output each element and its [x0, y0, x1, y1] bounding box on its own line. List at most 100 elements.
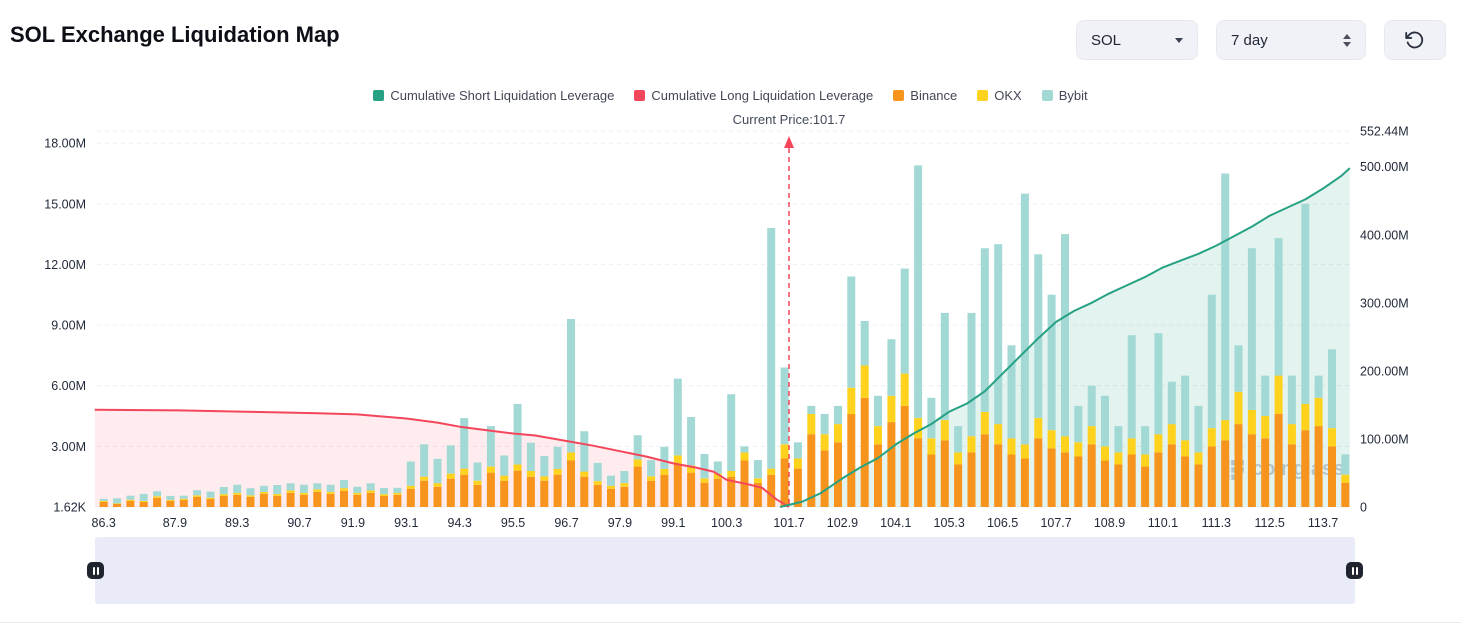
liquidation-bar[interactable] [353, 492, 362, 495]
liquidation-bar[interactable] [166, 495, 175, 500]
symbol-select[interactable]: SOL [1076, 20, 1198, 60]
liquidation-bar[interactable] [299, 484, 308, 493]
liquidation-bar[interactable] [366, 483, 375, 491]
liquidation-bar[interactable] [286, 492, 295, 507]
liquidation-bar[interactable] [500, 455, 509, 476]
liquidation-bar[interactable] [633, 435, 642, 460]
liquidation-bar[interactable] [914, 165, 923, 419]
legend-item-4[interactable]: Bybit [1041, 88, 1088, 103]
liquidation-bar[interactable] [767, 228, 776, 469]
liquidation-bar[interactable] [727, 476, 736, 507]
liquidation-bar[interactable] [219, 495, 228, 507]
liquidation-bar[interactable] [1207, 446, 1216, 507]
liquidation-bar[interactable] [1007, 345, 1016, 439]
liquidation-bar[interactable] [593, 484, 602, 507]
liquidation-bar[interactable] [486, 472, 495, 507]
liquidation-bar[interactable] [326, 484, 335, 492]
liquidation-bar[interactable] [219, 494, 228, 496]
liquidation-bar[interactable] [593, 481, 602, 485]
liquidation-bar[interactable] [273, 495, 282, 507]
liquidation-bar[interactable] [446, 445, 455, 474]
liquidation-bar[interactable] [1287, 424, 1296, 445]
liquidation-bar[interactable] [660, 474, 669, 507]
liquidation-bar[interactable] [380, 494, 388, 496]
liquidation-bar[interactable] [553, 469, 562, 475]
liquidation-bar[interactable] [887, 422, 896, 507]
liquidation-bar[interactable] [1127, 438, 1136, 455]
liquidation-bar[interactable] [433, 483, 442, 487]
liquidation-bar[interactable] [927, 397, 936, 439]
liquidation-bar[interactable] [393, 492, 402, 495]
liquidation-bar[interactable] [1194, 405, 1203, 453]
liquidation-bar[interactable] [540, 480, 549, 507]
liquidation-bar[interactable] [1061, 452, 1069, 507]
liquidation-bar[interactable] [820, 434, 829, 451]
liquidation-bar[interactable] [540, 456, 549, 477]
liquidation-bar[interactable] [753, 482, 762, 507]
liquidation-bar[interactable] [219, 487, 228, 495]
liquidation-bar[interactable] [340, 490, 348, 507]
liquidation-bar[interactable] [1114, 452, 1123, 465]
liquidation-bar[interactable] [1101, 395, 1109, 447]
liquidation-bar[interactable] [1341, 482, 1350, 507]
slider-handle-right[interactable] [1346, 562, 1363, 579]
liquidation-bar[interactable] [713, 473, 722, 479]
liquidation-bar[interactable] [526, 442, 535, 471]
liquidation-bar[interactable] [1034, 418, 1043, 439]
liquidation-bar[interactable] [113, 498, 121, 504]
liquidation-bar[interactable] [286, 483, 295, 491]
liquidation-bar[interactable] [1141, 454, 1150, 467]
liquidation-bar[interactable] [179, 495, 188, 499]
liquidation-bar[interactable] [700, 454, 709, 479]
liquidation-bar[interactable] [526, 476, 535, 507]
liquidation-bar[interactable] [874, 426, 882, 445]
liquidation-bar[interactable] [406, 488, 415, 507]
liquidation-bar[interactable] [567, 452, 575, 461]
liquidation-bar[interactable] [1127, 454, 1136, 507]
liquidation-bar[interactable] [954, 464, 963, 508]
liquidation-bar[interactable] [460, 474, 469, 507]
liquidation-bar[interactable] [887, 339, 896, 396]
liquidation-bar[interactable] [860, 321, 869, 366]
liquidation-bar[interactable] [1020, 458, 1029, 508]
liquidation-bar[interactable] [500, 480, 509, 507]
liquidation-bar[interactable] [193, 496, 202, 507]
liquidation-bar[interactable] [1061, 436, 1069, 453]
liquidation-bar[interactable] [486, 466, 495, 473]
liquidation-bar[interactable] [994, 424, 1003, 445]
liquidation-bar[interactable] [1034, 254, 1043, 418]
liquidation-bar[interactable] [820, 414, 829, 435]
liquidation-bar[interactable] [259, 485, 268, 492]
liquidation-bar[interactable] [1047, 430, 1056, 449]
liquidation-bar[interactable] [607, 485, 615, 489]
liquidation-bar[interactable] [1181, 440, 1190, 457]
liquidation-bar[interactable] [353, 494, 362, 507]
liquidation-bar[interactable] [687, 417, 696, 466]
liquidation-bar[interactable] [1141, 426, 1150, 455]
liquidation-bar[interactable] [727, 471, 736, 477]
liquidation-bar[interactable] [500, 475, 509, 481]
liquidation-bar[interactable] [420, 444, 429, 477]
liquidation-bar[interactable] [113, 504, 121, 507]
liquidation-bar[interactable] [927, 454, 936, 507]
liquidation-bar[interactable] [740, 446, 749, 453]
liquidation-bar[interactable] [1034, 438, 1043, 507]
liquidation-bar[interactable] [753, 478, 762, 483]
liquidation-bar[interactable] [433, 458, 442, 484]
liquidation-bar[interactable] [713, 461, 722, 474]
liquidation-bar[interactable] [139, 500, 148, 502]
liquidation-bar[interactable] [326, 491, 335, 494]
liquidation-bar[interactable] [553, 446, 562, 469]
liquidation-bar[interactable] [567, 460, 575, 508]
liquidation-bar[interactable] [687, 472, 696, 507]
liquidation-bar[interactable] [1074, 405, 1083, 443]
liquidation-bar[interactable] [1101, 460, 1109, 508]
liquidation-bar[interactable] [1234, 345, 1243, 392]
liquidation-bar[interactable] [647, 480, 656, 507]
liquidation-bar[interactable] [673, 464, 682, 508]
liquidation-bar[interactable] [406, 461, 415, 486]
liquidation-bar[interactable] [834, 442, 842, 507]
liquidation-bar[interactable] [366, 490, 375, 493]
liquidation-bar[interactable] [1221, 420, 1230, 441]
liquidation-bar[interactable] [580, 471, 589, 477]
